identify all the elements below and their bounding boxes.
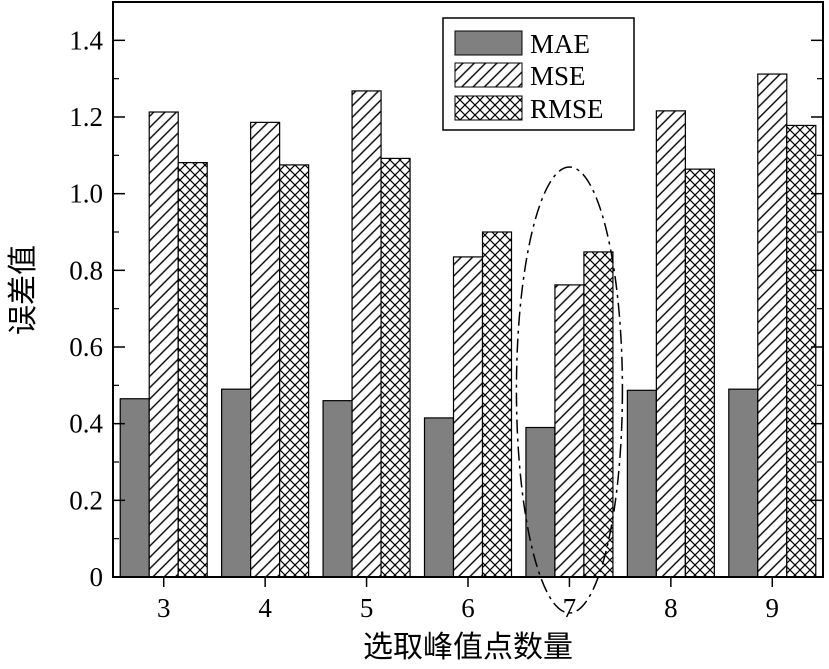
y-tick-label: 1.4 — [69, 25, 103, 55]
bar-mse-4 — [250, 121, 281, 578]
bar-rmse-6 — [481, 231, 513, 578]
bar-rmse-9 — [786, 124, 817, 578]
bar-mse-3 — [148, 111, 179, 578]
bar-mse-8 — [655, 110, 686, 578]
bar-mse-7 — [554, 284, 585, 578]
legend-label-mae: MAE — [530, 29, 590, 59]
legend-swatch-mse — [454, 62, 523, 88]
x-tick-label-7: 7 — [563, 593, 577, 623]
y-tick-label: 0.6 — [69, 332, 103, 362]
bar-mae-9 — [728, 388, 759, 578]
y-tick-label: 0.2 — [69, 485, 103, 515]
x-tick-label-5: 5 — [360, 593, 374, 623]
y-tick-label: 1.2 — [69, 102, 103, 132]
y-tick-label: 1.0 — [69, 179, 103, 209]
bar-rmse-5 — [380, 157, 411, 578]
legend-label-rmse: RMSE — [530, 94, 604, 124]
bar-mse-5 — [351, 90, 382, 578]
y-axis-title: 误差值 — [6, 245, 41, 335]
y-tick-label: 0 — [90, 562, 104, 592]
y-tick-label: 0.8 — [69, 255, 103, 285]
bar-mse-9 — [757, 73, 788, 578]
highlight-layer — [515, 166, 624, 614]
bar-rmse-7 — [583, 251, 614, 578]
x-axis-title: 选取峰值点数量 — [363, 630, 573, 665]
legend-swatch-mae — [454, 30, 523, 56]
bar-mae-6 — [423, 417, 455, 578]
legend-label-mse: MSE — [530, 61, 586, 91]
bar-mae-3 — [119, 398, 150, 578]
legend-swatch-rmse — [454, 95, 523, 121]
x-tick-label-8: 8 — [664, 593, 678, 623]
bar-mae-4 — [221, 388, 252, 578]
bar-mae-8 — [626, 389, 657, 578]
y-axis: 0 0.2 0.4 0.6 0.8 1.0 1.2 1.4 — [69, 1, 823, 592]
highlight-ellipse — [515, 166, 624, 614]
x-axis: 3 4 5 6 7 8 9 — [157, 577, 779, 623]
x-tick-label-3: 3 — [157, 593, 171, 623]
bar-mse-6 — [452, 256, 484, 578]
legend: MAE MSE RMSE — [442, 17, 635, 131]
bar-rmse-3 — [177, 162, 208, 578]
x-tick-label-4: 4 — [258, 593, 272, 623]
bar-rmse-4 — [279, 164, 310, 578]
y-tick-label: 0.4 — [69, 409, 103, 439]
x-tick-label-6: 6 — [461, 593, 475, 623]
bar-rmse-8 — [684, 168, 715, 578]
bar-mae-5 — [322, 400, 353, 578]
bars-layer — [119, 73, 817, 578]
bar-mae-7 — [525, 426, 556, 578]
x-tick-label-9: 9 — [766, 593, 780, 623]
